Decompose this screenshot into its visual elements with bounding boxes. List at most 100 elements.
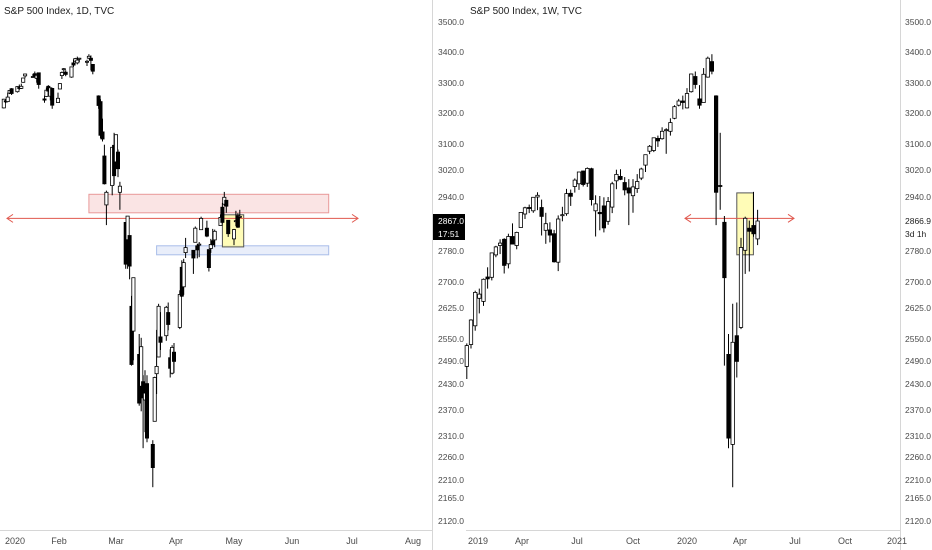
daily-chart-pane[interactable]: 3500.0 3400.0 3300.0 3200.0 3100.0 3020.0 2940… xyxy=(0,0,465,550)
candle-body-up xyxy=(705,57,710,78)
candle xyxy=(468,319,474,349)
candle xyxy=(193,226,198,243)
time-tick-label: Apr xyxy=(733,536,747,546)
daily-time-axis[interactable]: 2020 Feb Mar Apr May Jun Jul Aug xyxy=(5,536,421,546)
price-tick-label: 2210.0 xyxy=(438,475,464,485)
candle xyxy=(9,88,14,95)
price-tick-label: 2780.0 xyxy=(438,246,464,256)
price-tick-label: 3300.0 xyxy=(905,78,931,88)
weekly-time-axis[interactable]: 2019 Apr Jul Oct 2020 Apr Jul Oct 2021 xyxy=(468,536,907,546)
price-tick-label: 2260.0 xyxy=(905,452,931,462)
candle xyxy=(527,204,532,214)
candle-body-up xyxy=(117,185,122,193)
candle-body-down xyxy=(195,245,200,251)
candle-body-down xyxy=(751,225,756,235)
candle-body-up xyxy=(701,73,706,103)
candle-body-down xyxy=(722,221,727,279)
candle-body-up xyxy=(197,243,202,246)
candle-body-up xyxy=(125,215,130,241)
daily-plot-area[interactable] xyxy=(0,0,432,530)
candle-body-up xyxy=(531,196,536,212)
candle-body-up xyxy=(181,262,186,288)
candle xyxy=(224,199,229,213)
daily-last-price-badge: 2867.0 xyxy=(433,214,465,227)
candle-body-up xyxy=(56,97,61,103)
candle xyxy=(220,202,225,224)
candle-body-up xyxy=(672,106,677,119)
price-tick-label: 3100.0 xyxy=(905,139,931,149)
weekly-plot-area[interactable] xyxy=(466,0,900,530)
candle xyxy=(714,95,719,226)
candle xyxy=(502,238,507,274)
candle xyxy=(485,267,490,289)
countdown-label: 3d 1h xyxy=(905,229,927,239)
candle-body-up xyxy=(59,72,64,76)
candle xyxy=(131,277,136,361)
candle-body-down xyxy=(601,205,607,229)
candle xyxy=(709,54,715,75)
candle-body-down xyxy=(144,383,149,439)
candle xyxy=(668,118,673,136)
candle-body-up xyxy=(564,193,569,215)
weekly-price-axis[interactable]: 3500.0 3400.0 3300.0 3200.0 3100.0 3020.0 2940… xyxy=(901,17,932,526)
price-tick-label: 2310.0 xyxy=(438,431,464,441)
candle xyxy=(63,70,68,77)
candle xyxy=(90,64,95,75)
time-tick-label: Oct xyxy=(626,536,641,546)
candle-body-down xyxy=(100,131,105,140)
candle-body-down xyxy=(581,170,586,185)
price-tick-label: 2490.0 xyxy=(905,356,931,366)
price-tick-label: 2430.0 xyxy=(438,379,464,389)
candle xyxy=(585,167,590,187)
candle-body-up xyxy=(473,291,478,327)
candle xyxy=(718,132,723,210)
candle xyxy=(576,171,582,190)
candle-body-up xyxy=(1,98,6,109)
candle-body-up xyxy=(237,215,242,218)
candle xyxy=(158,312,163,350)
weekly-candles xyxy=(464,54,760,488)
candle xyxy=(705,56,710,78)
candle-body-down xyxy=(220,206,225,223)
candle-body-up xyxy=(572,179,577,187)
candle xyxy=(755,209,760,246)
candle xyxy=(150,440,155,488)
candle xyxy=(701,68,706,103)
time-tick-label: Aug xyxy=(405,536,421,546)
daily-price-axis[interactable]: 3500.0 3400.0 3300.0 3200.0 3100.0 3020.0 2940… xyxy=(433,17,465,526)
candle-body-up xyxy=(19,85,24,89)
candle-body-down xyxy=(171,351,176,362)
weekly-chart-pane[interactable]: 3500.0 3400.0 3300.0 3200.0 3100.0 3020.0 2940… xyxy=(464,0,932,550)
candle-body-down xyxy=(127,235,132,267)
price-tick-label: 2940.0 xyxy=(438,192,464,202)
price-tick-label: 2550.0 xyxy=(438,334,464,344)
daily-horizontal-line-drawing[interactable] xyxy=(6,213,359,223)
candle xyxy=(127,235,132,280)
candle xyxy=(183,237,188,258)
candle-body-down xyxy=(626,187,631,194)
weekly-horizontal-line-drawing[interactable] xyxy=(684,213,795,223)
candle xyxy=(597,196,602,231)
candle xyxy=(493,245,499,258)
candle-body-up xyxy=(131,277,136,332)
price-tick-label: 2780.0 xyxy=(905,246,931,256)
candle xyxy=(693,71,698,89)
candle-body-up xyxy=(481,278,486,302)
daily-resistance-zone[interactable] xyxy=(88,193,330,214)
candle xyxy=(547,222,553,243)
candle-body-down xyxy=(206,249,211,269)
candle-body-up xyxy=(630,186,636,197)
candle xyxy=(69,66,74,78)
candle-body-down xyxy=(597,211,602,215)
candle xyxy=(639,167,644,181)
candle xyxy=(697,85,702,109)
last-price-background xyxy=(433,214,465,227)
candle-body-up xyxy=(193,227,198,243)
price-tick-label: 3300.0 xyxy=(438,78,464,88)
candle-body-down xyxy=(622,182,627,191)
weekly-last-price-badge: 2866.9 xyxy=(901,214,932,227)
candle-body-up xyxy=(593,203,598,212)
candle xyxy=(156,303,161,358)
price-tick-label: 2700.0 xyxy=(438,277,464,287)
candle xyxy=(539,199,544,236)
